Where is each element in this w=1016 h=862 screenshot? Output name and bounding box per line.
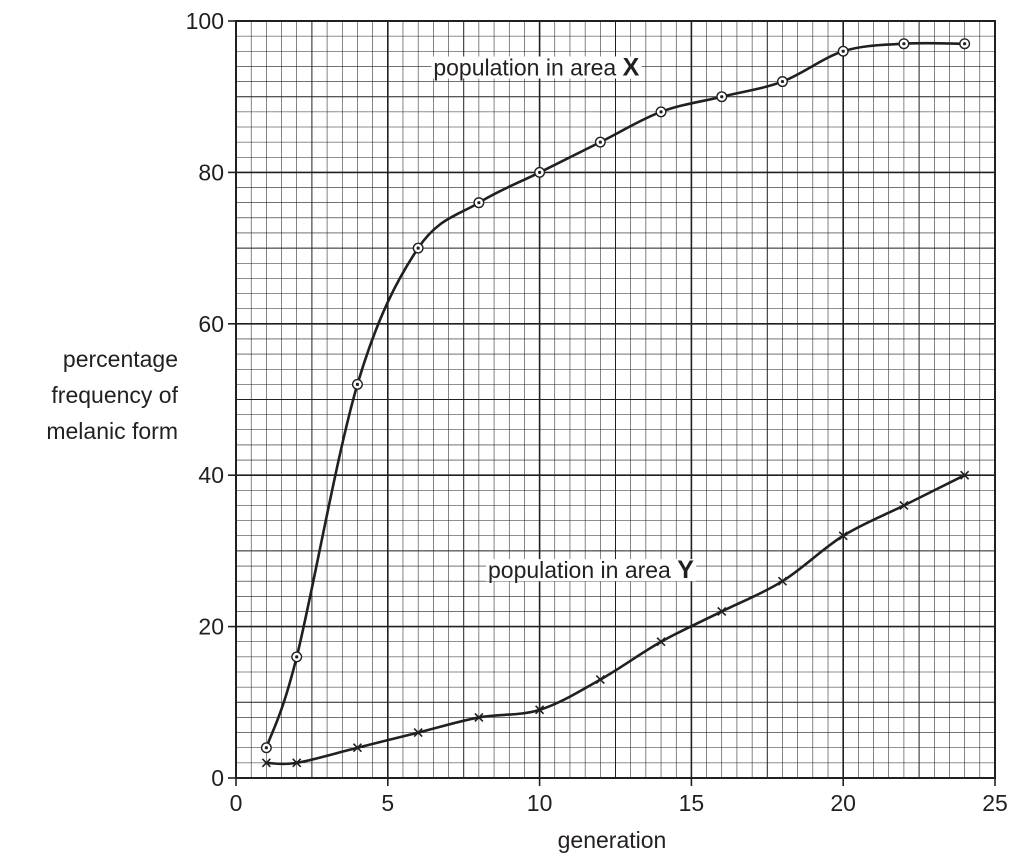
data-point-circle [260, 742, 272, 754]
series-label-backdrop [485, 559, 697, 582]
x-tick-label: 10 [527, 790, 553, 816]
data-point-dot [780, 79, 785, 84]
data-point-cross-stroke [535, 705, 545, 715]
data-point-cross-stroke [656, 637, 666, 647]
data-point-circle [959, 38, 971, 50]
data-point-cross [261, 758, 271, 768]
series-label-backdrop [431, 56, 642, 79]
data-point-dot [538, 170, 542, 174]
data-point-cross-stroke [777, 576, 788, 586]
data-point-circle [534, 166, 546, 178]
data-point-cross-stroke [838, 531, 848, 541]
data-point-dot [264, 746, 268, 750]
plot-border [235, 20, 996, 779]
series-curve-1 [265, 41, 966, 750]
x-tick-label: 15 [679, 790, 705, 816]
x-tick-label: 0 [230, 790, 243, 816]
series-labels: population in area X population in area Y [431, 54, 697, 584]
data-point-circle [837, 45, 849, 57]
data-point-cross-stroke [899, 500, 909, 511]
data-point-circle [716, 91, 728, 103]
data-point-circle [473, 197, 485, 209]
data-point-cross-stroke [261, 758, 271, 768]
y-axis-title-line-3: melanic form [46, 418, 178, 444]
data-point-cross [352, 743, 363, 753]
data-point-cross-stroke [595, 675, 605, 685]
data-point-circle [412, 242, 424, 254]
data-point-dot [598, 140, 602, 144]
data-point-dot [477, 201, 481, 205]
data-point-circle [351, 378, 363, 390]
y-tick-label: 20 [198, 614, 224, 640]
data-points [260, 38, 971, 768]
data-point-cross-stroke [413, 728, 423, 738]
y-axis-title-line-1: percentage [63, 346, 178, 372]
data-point-circle [291, 651, 303, 663]
data-point-cross [960, 470, 970, 480]
x-tick-label: 20 [830, 790, 856, 816]
tick-labels: 0 5 10 15 20 25 0 20 40 60 80 100 [186, 8, 1008, 816]
series-label-2: population in area Y [488, 556, 694, 584]
data-point-dot [902, 42, 906, 46]
data-point-cross [777, 576, 788, 586]
data-point-circle [898, 38, 910, 50]
y-tick-label: 80 [198, 159, 224, 185]
data-point-dot [355, 382, 360, 386]
data-point-cross-stroke [292, 758, 302, 768]
data-point-cross [838, 531, 848, 541]
data-point-cross [292, 758, 302, 768]
data-point-cross-stroke [474, 712, 484, 723]
y-tick-label: 40 [198, 462, 224, 488]
data-point-cross [595, 675, 605, 685]
data-point-dot [416, 246, 420, 250]
data-point-cross [535, 705, 545, 715]
data-point-dot [841, 49, 845, 53]
data-point-dot [963, 42, 967, 46]
data-point-cross-stroke [717, 606, 727, 617]
y-tick-label: 0 [211, 765, 224, 791]
data-point-cross-stroke [960, 470, 970, 480]
data-point-cross-stroke [352, 743, 363, 753]
axes [228, 20, 996, 786]
x-tick-label: 25 [982, 790, 1008, 816]
series-label-1: population in area X [433, 54, 639, 82]
data-point-circle [655, 106, 667, 118]
data-point-cross [656, 637, 666, 647]
y-tick-label: 60 [198, 311, 224, 337]
data-point-cross [899, 500, 909, 511]
data-point-cross [413, 728, 423, 738]
x-axis-title: generation [558, 827, 667, 853]
y-tick-label: 100 [186, 8, 224, 34]
data-point-circle [594, 136, 606, 148]
data-point-dot [659, 110, 663, 114]
data-point-cross [474, 712, 484, 723]
x-tick-label: 5 [381, 790, 394, 816]
data-point-dot [720, 95, 724, 99]
data-point-dot [295, 655, 299, 659]
data-point-circle [776, 76, 788, 88]
data-point-cross [717, 606, 727, 617]
y-axis-title-line-2: frequency of [51, 382, 178, 408]
